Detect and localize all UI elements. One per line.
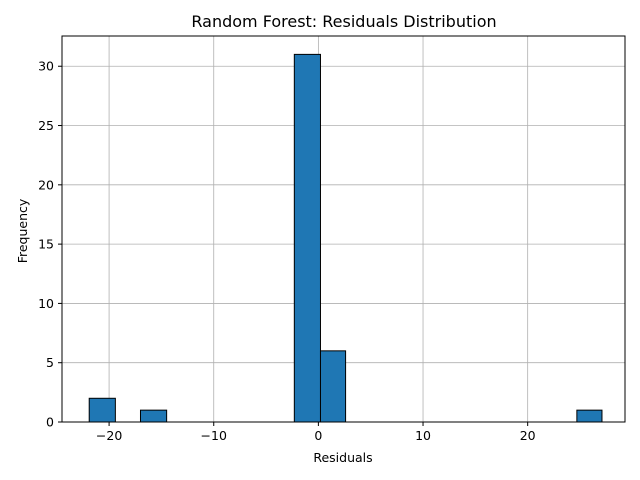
x-tick-label: −10 — [201, 428, 227, 443]
x-tick-label: 10 — [415, 428, 431, 443]
y-axis-label: Frequency — [15, 198, 30, 263]
x-tick-label: −20 — [96, 428, 122, 443]
axis-ticks: −20 −10 0 10 20 0 5 10 15 20 25 30 — [38, 59, 536, 443]
x-axis-label: Residuals — [313, 450, 372, 465]
chart-title: Random Forest: Residuals Distribution — [191, 12, 496, 31]
histogram-bar — [576, 409, 603, 423]
x-tick-label: 0 — [314, 428, 322, 443]
y-tick-label: 0 — [46, 415, 54, 430]
y-tick-label: 20 — [38, 177, 54, 192]
y-tick-label: 30 — [38, 59, 54, 74]
y-tick-label: 10 — [38, 296, 54, 311]
histogram-bars — [88, 53, 603, 423]
x-tick-label: 20 — [520, 428, 536, 443]
histogram-bar — [319, 350, 347, 423]
histogram-bar — [139, 409, 168, 423]
histogram-bar — [88, 397, 116, 423]
y-tick-label: 25 — [38, 118, 54, 133]
plot-frame — [61, 35, 626, 423]
y-tick-label: 15 — [38, 237, 54, 252]
histogram-bar — [293, 53, 321, 423]
y-tick-label: 5 — [46, 355, 54, 370]
